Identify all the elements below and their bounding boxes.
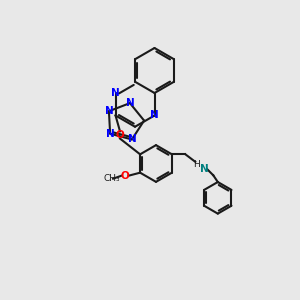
Text: N: N — [128, 134, 136, 145]
Text: O: O — [116, 130, 124, 140]
Text: N: N — [125, 98, 134, 108]
Text: O: O — [121, 171, 130, 181]
Text: CH₃: CH₃ — [103, 174, 120, 183]
Text: N: N — [150, 110, 159, 121]
Text: N: N — [104, 106, 113, 116]
Text: N: N — [200, 164, 209, 174]
Text: H: H — [194, 160, 200, 169]
Text: N: N — [111, 88, 120, 98]
Text: N: N — [106, 129, 115, 139]
